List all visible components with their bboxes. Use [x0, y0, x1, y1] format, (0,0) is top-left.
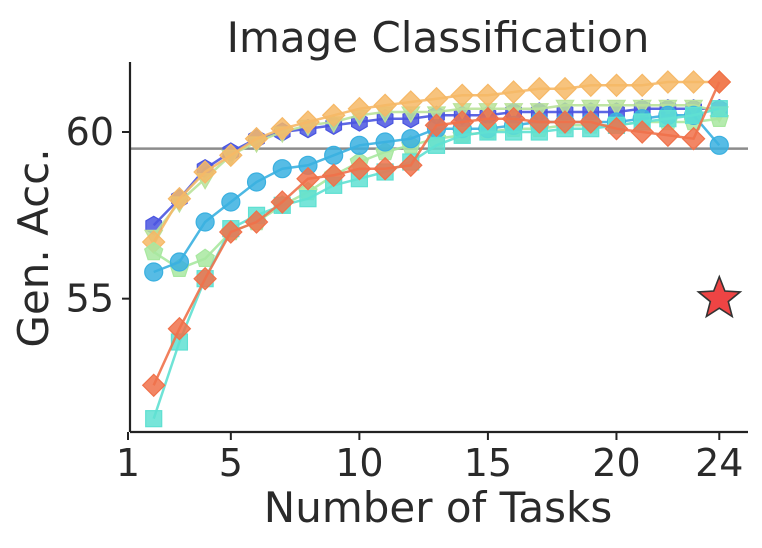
data-point [145, 410, 163, 428]
x-tick-label: 20 [592, 441, 640, 485]
data-point [347, 96, 372, 121]
data-point [604, 116, 629, 141]
data-point [324, 145, 344, 165]
data-point [398, 90, 423, 114]
x-tick-label: 1 [116, 441, 140, 485]
plot-area [130, 70, 748, 428]
data-point [246, 172, 267, 192]
data-point [272, 159, 292, 179]
data-point [144, 262, 164, 282]
data-point [375, 132, 395, 152]
data-point [427, 136, 446, 154]
data-point [195, 212, 215, 232]
data-point [349, 135, 369, 155]
data-point [578, 110, 603, 134]
data-point [681, 126, 706, 151]
data-point [527, 110, 552, 134]
data-point [630, 73, 655, 98]
x-tick-label: 15 [464, 441, 512, 485]
data-point [527, 76, 552, 101]
data-point [296, 166, 320, 191]
data-point [656, 70, 680, 94]
data-point [450, 110, 475, 134]
y-tick-label: 60 [66, 110, 114, 154]
data-point [167, 316, 192, 341]
data-point [604, 73, 629, 98]
data-point [218, 143, 243, 168]
data-point [169, 252, 190, 272]
data-point [373, 156, 397, 181]
data-point [321, 163, 346, 188]
data-point [606, 99, 627, 117]
data-point [398, 153, 423, 178]
chart-title: Image Classification [227, 13, 650, 62]
data-point [221, 192, 241, 212]
data-point [296, 110, 320, 134]
data-point [501, 106, 526, 131]
data-point [450, 83, 475, 108]
data-point [681, 70, 706, 94]
data-point [373, 93, 397, 118]
data-point [244, 126, 269, 151]
series-7 [141, 70, 732, 398]
data-point [270, 116, 295, 141]
data-point [707, 70, 732, 94]
data-point [321, 103, 346, 128]
data-point [347, 156, 372, 181]
data-point [476, 106, 500, 131]
data-point [143, 241, 164, 261]
data-point [476, 83, 500, 108]
data-point [710, 100, 728, 118]
data-point [244, 210, 269, 234]
data-point [630, 120, 655, 144]
data-point [193, 266, 217, 291]
data-point [656, 123, 680, 148]
target-star-marker [696, 274, 743, 319]
data-point [581, 99, 601, 117]
y-tick-label: 55 [66, 277, 114, 321]
x-tick-label: 10 [335, 441, 383, 485]
x-tick-label: 5 [219, 441, 243, 485]
x-tick-label: 24 [695, 441, 743, 485]
data-point [195, 248, 215, 267]
data-point [578, 73, 603, 98]
data-point [299, 190, 317, 208]
data-point [218, 220, 243, 244]
data-point [424, 86, 449, 111]
data-point [141, 373, 166, 398]
data-point [424, 113, 449, 138]
data-point [632, 99, 652, 117]
x-axis-label: Number of Tasks [264, 483, 612, 532]
y-axis-label: Gen. Acc. [9, 148, 58, 347]
data-point [553, 110, 577, 134]
data-point [167, 186, 192, 211]
data-point [401, 129, 421, 149]
data-point [709, 135, 729, 155]
data-point [193, 160, 217, 184]
data-point [553, 76, 577, 101]
data-point [501, 80, 526, 104]
data-point [270, 190, 295, 214]
series-3 [141, 70, 732, 254]
data-point [684, 106, 703, 124]
